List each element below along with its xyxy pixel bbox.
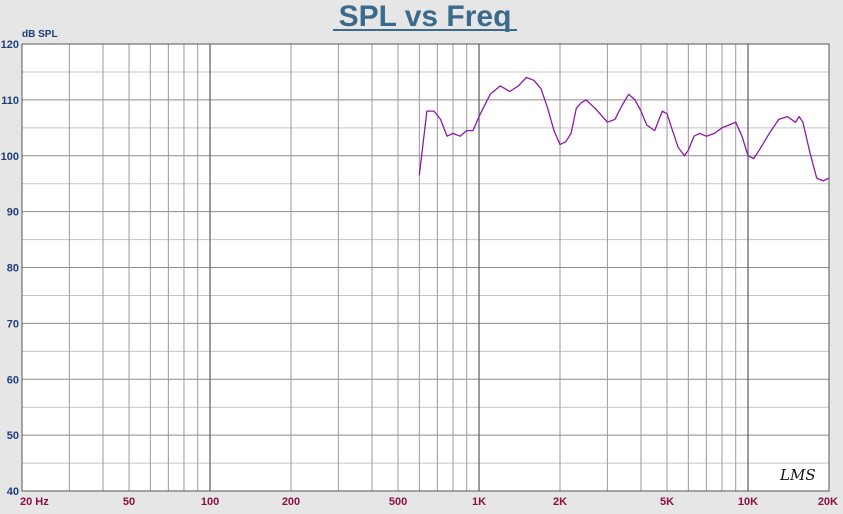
y-tick-label: 50 [7, 430, 19, 442]
x-tick-label: 10K [738, 496, 758, 508]
y-tick-label: 110 [1, 95, 19, 107]
y-tick-label: 40 [7, 486, 19, 498]
x-tick-label: 20 Hz [20, 496, 49, 508]
plot-area [21, 43, 830, 492]
series-layer [418, 76, 830, 182]
x-tick-label: 2K [553, 496, 567, 508]
x-tick-label: 1K [472, 496, 486, 508]
x-tick-label: 200 [282, 496, 300, 508]
x-tick-label: 20K [818, 496, 838, 508]
y-tick-label: 90 [7, 207, 19, 219]
y-tick-label: 70 [7, 318, 19, 330]
plot-border [21, 43, 830, 492]
y-tick-label: 100 [1, 151, 19, 163]
y-tick-labels: 40 50 60 70 80 90 100 110 120 [1, 39, 19, 498]
lms-logo: LMS [779, 466, 816, 484]
spl-curve [418, 76, 830, 182]
x-tick-labels: 20 Hz 50 100 200 500 1K 2K 5K 10K 20K [20, 496, 838, 508]
y-tick-label: 80 [7, 263, 19, 275]
x-tick-label: 500 [389, 496, 407, 508]
x-tick-label: 50 [123, 496, 135, 508]
y-tick-label: 120 [1, 39, 19, 51]
x-tick-label: 5K [660, 496, 674, 508]
y-axis-label: dB SPL [22, 29, 58, 40]
grid [22, 44, 829, 491]
x-tick-label: 100 [201, 496, 219, 508]
y-tick-label: 60 [7, 374, 19, 386]
chart-title: SPL vs Freq [339, 0, 512, 33]
